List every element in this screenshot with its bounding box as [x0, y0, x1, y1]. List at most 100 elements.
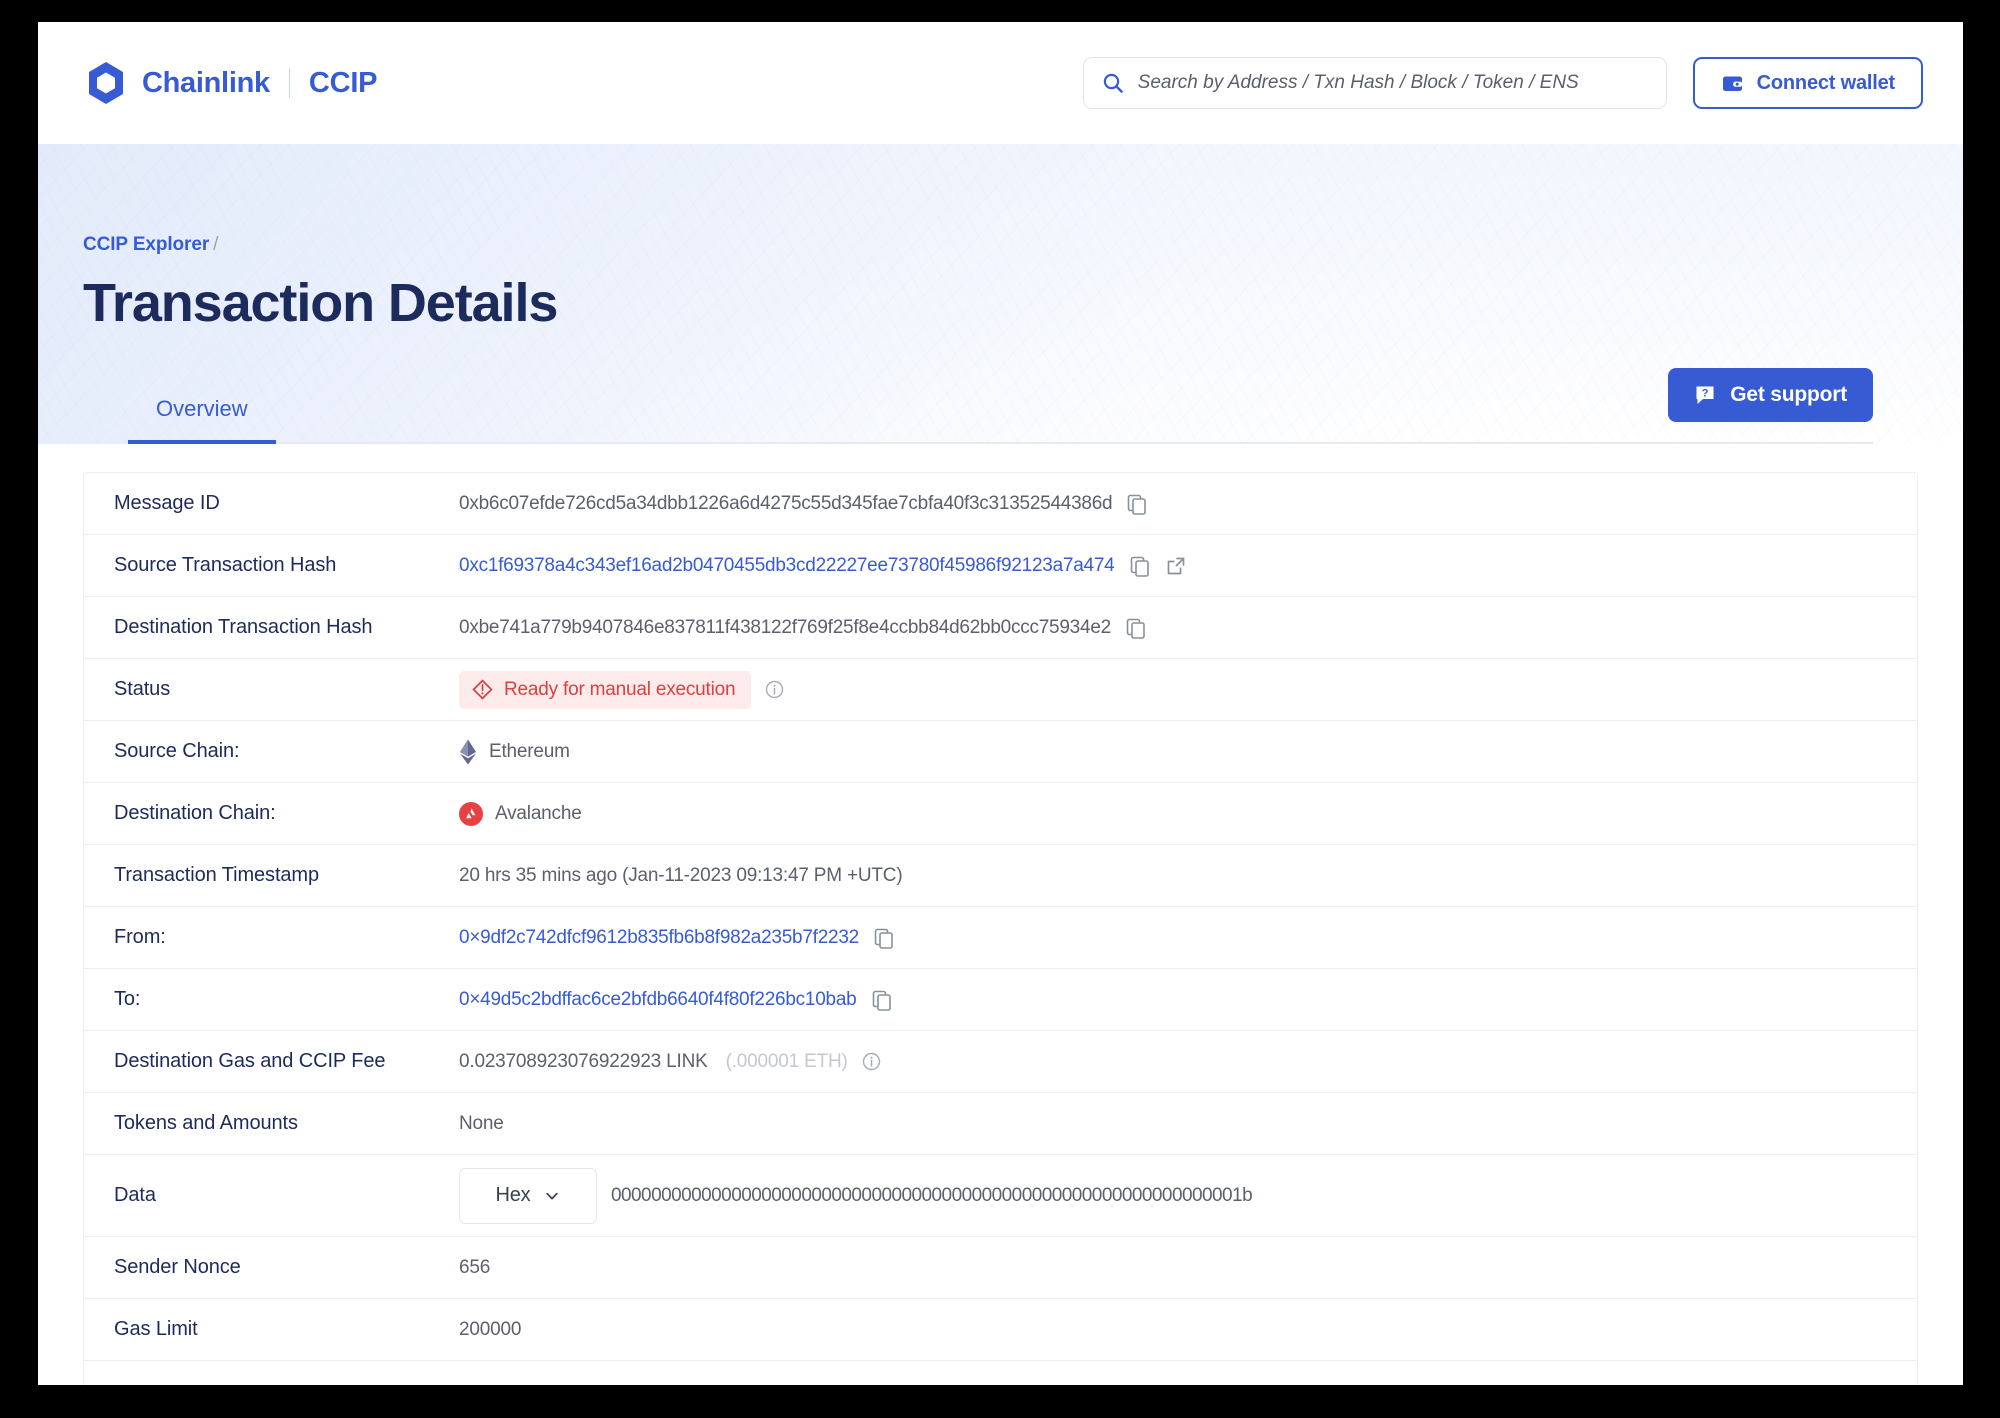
timestamp-value: 20 hrs 35 mins ago (Jan-11-2023 09:13:47… [459, 864, 903, 886]
avalanche-icon [459, 801, 483, 826]
get-support-label: Get support [1730, 383, 1847, 406]
row-label-fee: Destination Gas and CCIP Fee [114, 1050, 386, 1072]
row-label-gas-limit: Gas Limit [114, 1318, 198, 1340]
row-label-destination-chain: Destination Chain: [114, 802, 276, 824]
to-address-link[interactable]: 0×49d5c2bdffac6ce2bfdb6640f4f80f226bc10b… [459, 988, 857, 1010]
connect-wallet-label: Connect wallet [1756, 71, 1896, 94]
brand-product-name: CCIP [308, 66, 378, 99]
sender-nonce-value: 656 [459, 1256, 491, 1278]
row-label-data: Data [114, 1184, 156, 1206]
row-label-status: Status [114, 678, 171, 700]
destination-chain-name: Avalanche [495, 802, 582, 824]
search-input[interactable] [1137, 72, 1648, 94]
message-id-value: 0xb6c07efde726cd5a34dbb1226a6d4275c55d34… [459, 492, 1113, 514]
table-row: Tokens and Amounts None [84, 1093, 1917, 1155]
row-value-status: Ready for manual execution [459, 670, 784, 709]
copy-icon[interactable] [871, 989, 893, 1011]
transaction-details-panel: Message ID 0xb6c07efde726cd5a34dbb1226a6… [83, 472, 1918, 1385]
brand-divider [288, 68, 290, 98]
status-badge-label: Ready for manual execution [504, 678, 736, 700]
table-row: Source Transaction Hash 0xc1f69378a4c343… [84, 535, 1917, 597]
table-row: Message ID 0xb6c07efde726cd5a34dbb1226a6… [84, 473, 1917, 535]
tokens-value: None [459, 1112, 504, 1134]
row-label-source-chain: Source Chain: [114, 740, 240, 762]
row-value-fee: 0.023708923076922923 LINK (.000001 ETH) [459, 1051, 881, 1073]
question-chat-icon: ? [1696, 386, 1714, 404]
row-label-source-tx-hash: Source Transaction Hash [114, 554, 337, 576]
wallet-icon [1722, 76, 1742, 91]
breadcrumb-separator: / [213, 234, 219, 255]
data-format-selected-label: Hex [495, 1184, 531, 1206]
table-row [84, 1361, 1917, 1385]
fee-value: 0.023708923076922923 LINK [459, 1050, 708, 1072]
data-format-select[interactable]: Hex [459, 1167, 597, 1224]
copy-icon[interactable] [873, 927, 895, 949]
breadcrumb-link-ccip-explorer[interactable]: CCIP Explorer [83, 234, 210, 255]
table-row: Source Chain: Ethereum [84, 721, 1917, 783]
tab-overview[interactable]: Overview [128, 396, 276, 444]
row-value-message-id: 0xb6c07efde726cd5a34dbb1226a6d4275c55d34… [459, 493, 1148, 515]
table-row: Destination Chain: Avalanche [84, 783, 1917, 845]
tab-underline-track [128, 442, 1873, 444]
copy-icon[interactable] [1129, 555, 1151, 577]
top-bar-right-group: Connect wallet [1082, 57, 1923, 109]
row-value-tokens: None [459, 1113, 504, 1135]
external-link-icon[interactable] [1165, 555, 1187, 577]
row-value-to: 0×49d5c2bdffac6ce2bfdb6640f4f80f226bc10b… [459, 989, 893, 1011]
chevron-down-icon [546, 1192, 559, 1199]
table-row: From: 0×9df2c742dfcf9612b835fb6b8f982a23… [84, 907, 1917, 969]
svg-text:?: ? [1702, 388, 1709, 400]
row-value-timestamp: 20 hrs 35 mins ago (Jan-11-2023 09:13:47… [459, 864, 903, 887]
row-label-tokens: Tokens and Amounts [114, 1112, 298, 1134]
status-badge: Ready for manual execution [459, 670, 752, 709]
table-row: Transaction Timestamp 20 hrs 35 mins ago… [84, 845, 1917, 907]
destination-tx-hash-value: 0xbe741a779b9407846e837811f438122f769f25… [459, 616, 1111, 638]
browser-viewport: Chainlink CCIP Connect wallet [38, 22, 1963, 1385]
row-label-sender-nonce: Sender Nonce [114, 1256, 241, 1278]
fee-secondary-value: (.000001 ETH) [725, 1050, 848, 1072]
row-value-from: 0×9df2c742dfcf9612b835fb6b8f982a235b7f22… [459, 927, 895, 949]
row-label-message-id: Message ID [114, 492, 220, 514]
table-row: Sender Nonce 656 [84, 1237, 1917, 1299]
row-value-data: Hex 000000000000000000000000000000000000… [459, 1167, 1253, 1224]
table-row: Data Hex 0000000000000000000000000000000… [84, 1155, 1917, 1237]
table-row: To: 0×49d5c2bdffac6ce2bfdb6640f4f80f226b… [84, 969, 1917, 1031]
table-row: Status Ready for manual execution [84, 659, 1917, 721]
chainlink-hexagon-icon [89, 62, 123, 104]
brand-logo[interactable]: Chainlink CCIP [83, 60, 378, 106]
row-value-gas-limit: 200000 [459, 1319, 521, 1341]
table-row: Gas Limit 200000 [84, 1299, 1917, 1361]
row-value-source-chain: Ethereum [459, 739, 570, 765]
table-row: Destination Transaction Hash 0xbe741a779… [84, 597, 1917, 659]
source-chain-name: Ethereum [489, 740, 570, 762]
page-title: Transaction Details [83, 273, 558, 333]
copy-icon[interactable] [1126, 493, 1148, 515]
info-icon[interactable] [862, 1052, 881, 1071]
top-navigation-bar: Chainlink CCIP Connect wallet [38, 22, 1963, 144]
row-value-destination-tx-hash: 0xbe741a779b9407846e837811f438122f769f25… [459, 617, 1147, 639]
row-label-from: From: [114, 926, 166, 948]
brand-name: Chainlink [142, 66, 270, 99]
row-value-destination-chain: Avalanche [459, 801, 582, 826]
row-value-source-tx-hash: 0xc1f69378a4c343ef16ad2b0470455db3cd2222… [459, 555, 1187, 577]
row-value-sender-nonce: 656 [459, 1257, 490, 1279]
alert-diamond-icon [472, 679, 493, 700]
copy-icon[interactable] [1125, 617, 1147, 639]
from-address-link[interactable]: 0×9df2c742dfcf9612b835fb6b8f982a235b7f22… [459, 926, 859, 948]
connect-wallet-button[interactable]: Connect wallet [1692, 57, 1923, 109]
data-hex-value: 0000000000000000000000000000000000000000… [611, 1184, 1253, 1206]
breadcrumb: CCIP Explorer / [83, 144, 1918, 256]
row-label-timestamp: Transaction Timestamp [114, 864, 320, 886]
table-row: Destination Gas and CCIP Fee 0.023708923… [84, 1031, 1917, 1093]
tab-bar: Overview [83, 396, 1918, 444]
get-support-button[interactable]: ? Get support [1668, 368, 1873, 422]
info-icon[interactable] [765, 680, 784, 699]
search-box[interactable] [1082, 57, 1667, 109]
page-hero: CCIP Explorer / Transaction Details ? Get… [38, 144, 1963, 444]
tab-overview-label: Overview [156, 396, 248, 421]
source-tx-hash-link[interactable]: 0xc1f69378a4c343ef16ad2b0470455db3cd2222… [459, 554, 1115, 576]
ethereum-icon [460, 739, 476, 764]
row-label-destination-tx-hash: Destination Transaction Hash [114, 616, 373, 638]
gas-limit-value: 200000 [459, 1318, 522, 1340]
row-label-to: To: [114, 988, 141, 1010]
